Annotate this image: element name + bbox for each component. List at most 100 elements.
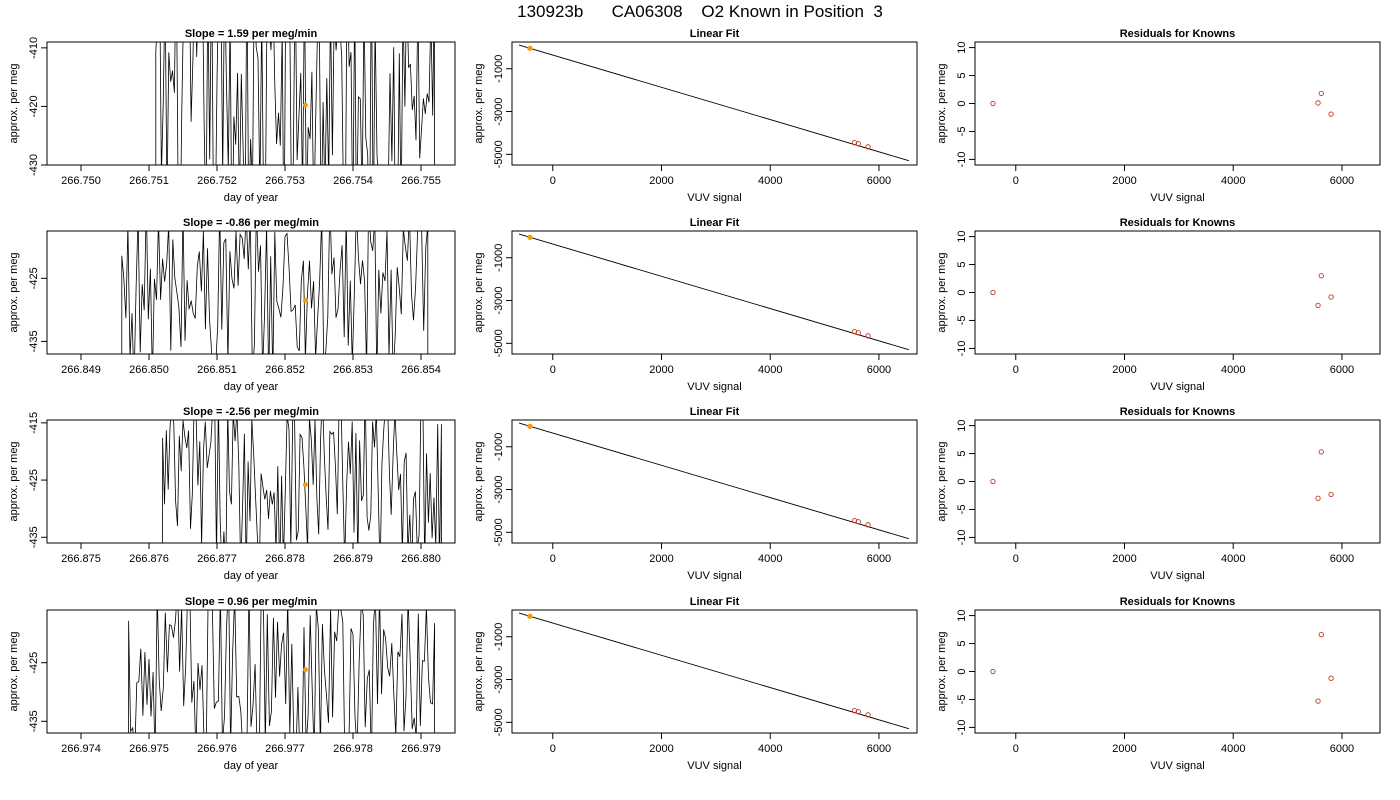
plot-area [518, 422, 909, 540]
x-tick-label: 2000 [649, 553, 673, 565]
y-axis-label: approx. per meg [473, 631, 485, 711]
linear-fit-panel-2: Linear Fit 0 2000 4000 6000 -1000 -3000 -5000 VU… [473, 217, 918, 393]
plot-frame [46, 609, 456, 734]
x-tick-label: 266.879 [333, 553, 373, 565]
y-tick-label: 5 [956, 72, 968, 78]
residual-point [1328, 675, 1334, 681]
y-tick-label: 10 [956, 230, 968, 242]
y-tick-label: -410 [28, 37, 40, 59]
y-axis-label: approx. per meg [936, 631, 948, 711]
y-tick-label: 0 [956, 289, 968, 295]
y-tick-label: -415 [28, 412, 40, 434]
y-tick-label: -1000 [493, 433, 505, 461]
y-tick-label: -430 [28, 154, 40, 176]
x-axis-label: day of year [224, 381, 279, 393]
fit-line [518, 233, 909, 351]
residual-point [1318, 90, 1324, 97]
highlight-point [527, 234, 533, 240]
y-axis-label: approx. per meg [936, 441, 948, 521]
y-tick-label: -3000 [493, 665, 505, 693]
x-tick-label: 4000 [758, 175, 782, 187]
plot-area [990, 273, 1334, 309]
y-tick-label: -435 [28, 330, 40, 352]
x-tick-label: 0 [550, 553, 556, 565]
x-tick-label: 4000 [1221, 553, 1245, 565]
y-axis-label: approx. per meg [936, 252, 948, 332]
highlight-point [302, 102, 308, 108]
y-tick-label: -5000 [493, 140, 505, 168]
x-tick-label: 0 [1013, 364, 1019, 376]
x-tick-label: 0 [1013, 553, 1019, 565]
plot-area [990, 631, 1334, 704]
x-axis-label: VUV signal [687, 760, 741, 772]
panel-title: Slope = 0.96 per meg/min [185, 596, 318, 608]
plot-frame [974, 230, 1381, 355]
x-tick-label: 266.876 [129, 553, 169, 565]
y-tick-label: -10 [956, 529, 968, 545]
panel-title: Linear Fit [690, 406, 740, 418]
x-tick-label: 266.854 [401, 364, 441, 376]
plot-frame [511, 230, 918, 355]
plot-frame [46, 230, 456, 355]
x-tick-label: 266.978 [333, 743, 373, 755]
plot-frame [46, 41, 456, 166]
x-tick-label: 266.976 [197, 743, 237, 755]
page-title: 130923b CA06308 O2 Known in Position 3 [517, 2, 883, 21]
plot-area [162, 420, 442, 543]
x-tick-label: 2000 [649, 175, 673, 187]
y-tick-label: -1000 [493, 244, 505, 272]
y-axis-label: approx. per meg [8, 441, 20, 521]
y-tick-label: -3000 [493, 475, 505, 503]
fit-point [865, 144, 871, 150]
x-tick-label: 6000 [867, 553, 891, 565]
x-tick-label: 266.849 [61, 364, 101, 376]
x-axis-label: day of year [224, 192, 279, 204]
x-tick-label: 6000 [1330, 175, 1354, 187]
residual-point [1328, 491, 1334, 498]
y-axis-label: approx. per meg [8, 63, 20, 143]
x-tick-label: 0 [1013, 175, 1019, 187]
linear-fit-panel-3: Linear Fit 0 2000 4000 6000 -1000 -3000 -5000 VU… [473, 406, 918, 582]
residual-point [990, 668, 996, 675]
plot-area [990, 90, 1334, 117]
y-tick-label: -435 [28, 526, 40, 548]
plot-area [155, 42, 436, 165]
y-tick-label: -5000 [493, 518, 505, 546]
residual-point [1328, 111, 1334, 117]
y-tick-label: -5 [956, 505, 968, 515]
plot-frame [511, 419, 918, 544]
fit-point [855, 141, 861, 147]
panel-title: Linear Fit [690, 596, 740, 608]
x-tick-label: 266.979 [401, 743, 441, 755]
data-trace [155, 42, 436, 165]
x-tick-label: 266.880 [401, 553, 441, 565]
y-tick-label: -5 [956, 695, 968, 705]
x-tick-label: 266.850 [129, 364, 169, 376]
y-axis-label: approx. per meg [473, 252, 485, 332]
residual-point [1315, 698, 1321, 704]
fit-line [518, 612, 909, 730]
x-tick-label: 266.752 [197, 175, 237, 187]
residual-point [1318, 449, 1324, 455]
y-axis-label: approx. per meg [473, 441, 485, 521]
plot-frame [511, 609, 918, 734]
y-tick-label: -3000 [493, 97, 505, 125]
x-tick-label: 266.750 [61, 175, 101, 187]
x-tick-label: 6000 [867, 743, 891, 755]
panel-title: Residuals for Knowns [1120, 28, 1236, 40]
plot-area [990, 449, 1334, 501]
residual-point [990, 478, 996, 485]
y-tick-label: 0 [956, 100, 968, 106]
x-tick-label: 266.875 [61, 553, 101, 565]
y-tick-label: -5 [956, 127, 968, 137]
residual-point [1318, 273, 1324, 279]
y-tick-label: -10 [956, 719, 968, 735]
x-axis-label: VUV signal [1150, 192, 1204, 204]
y-tick-label: -5 [956, 316, 968, 326]
plot-frame [974, 609, 1381, 734]
plot-area [121, 231, 429, 354]
panel-title: Residuals for Knowns [1120, 596, 1236, 608]
panel-title: Slope = 1.59 per meg/min [185, 28, 318, 40]
residuals-panel-3: Residuals for Knowns 0 2000 4000 6000 10 5 0 -5 -… [936, 406, 1381, 582]
